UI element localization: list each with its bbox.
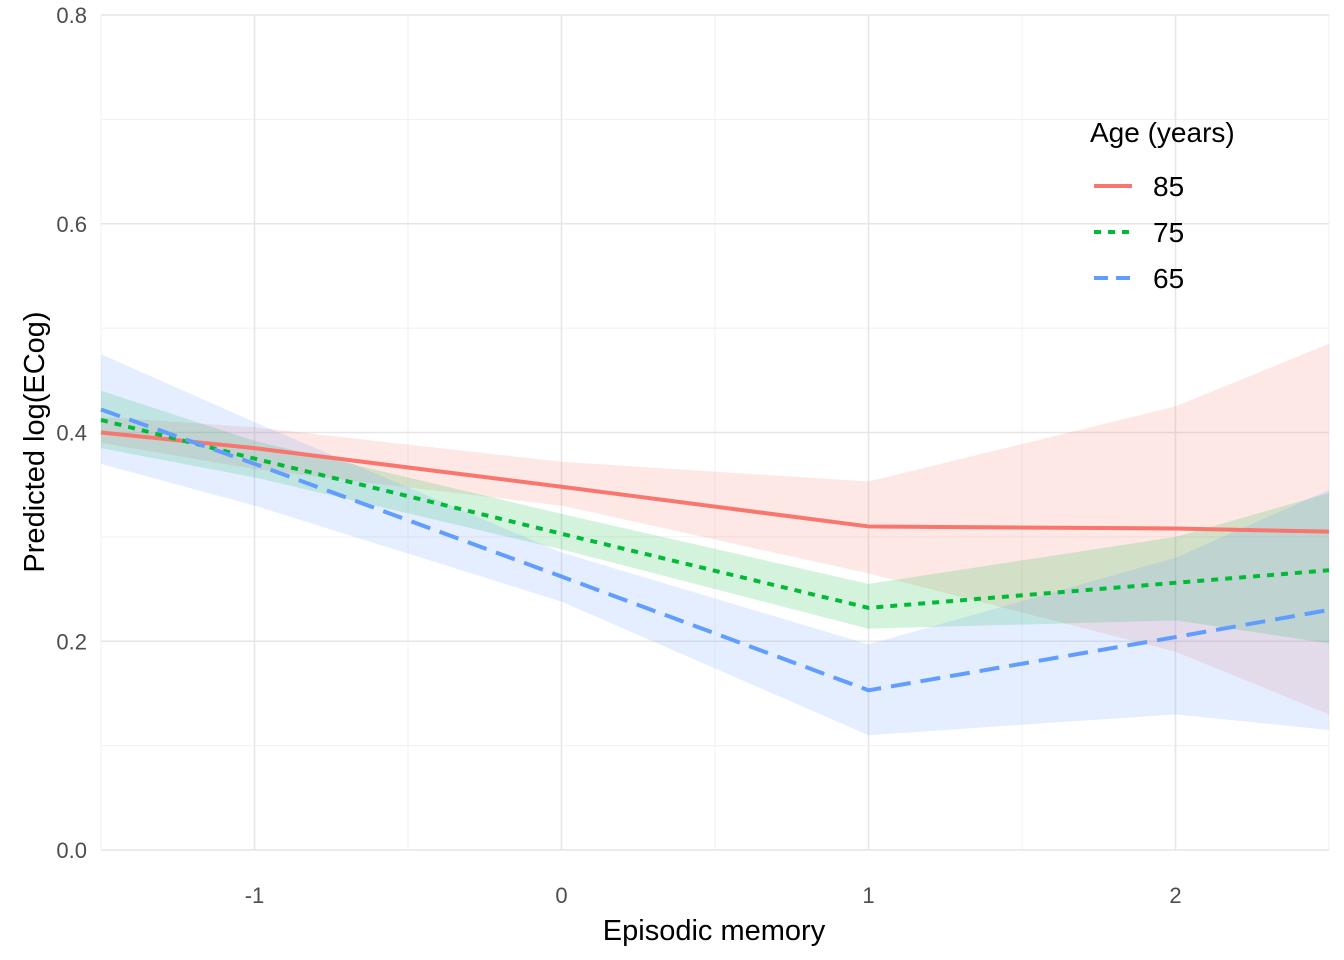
x-tick-label: 1 (862, 883, 874, 908)
series-line-85 (100, 430, 1330, 534)
y-tick-label: 0.4 (56, 421, 87, 446)
y-axis-title: Predicted log(ECog) (19, 311, 51, 572)
legend: Age (years) 85 75 65 (1090, 117, 1235, 294)
y-tick-label: 0.6 (56, 212, 87, 237)
y-tick-label: 0.8 (56, 3, 87, 28)
legend-label-75: 75 (1153, 217, 1184, 248)
legend-title: Age (years) (1090, 117, 1235, 148)
y-tick-label: 0.2 (56, 629, 87, 654)
x-axis-title: Episodic memory (603, 915, 826, 947)
series-line-75 (100, 418, 1330, 610)
confidence-bands (101, 343, 1329, 736)
legend-label-65: 65 (1153, 263, 1184, 294)
x-axis-tick-labels: -1 0 1 2 (245, 883, 1182, 908)
x-tick-label: -1 (245, 883, 265, 908)
y-axis-tick-labels: 0.0 0.2 0.4 0.6 0.8 (56, 3, 87, 863)
major-grid (101, 14, 1329, 851)
x-tick-label: 0 (555, 883, 567, 908)
series-lines (100, 407, 1330, 693)
confidence-band-85 (101, 343, 1329, 715)
series-line-65 (100, 407, 1330, 693)
legend-label-85: 85 (1153, 171, 1184, 202)
x-tick-label: 2 (1169, 883, 1181, 908)
confidence-band-75 (101, 390, 1329, 644)
confidence-band-65 (101, 354, 1329, 736)
y-tick-label: 0.0 (56, 838, 87, 863)
